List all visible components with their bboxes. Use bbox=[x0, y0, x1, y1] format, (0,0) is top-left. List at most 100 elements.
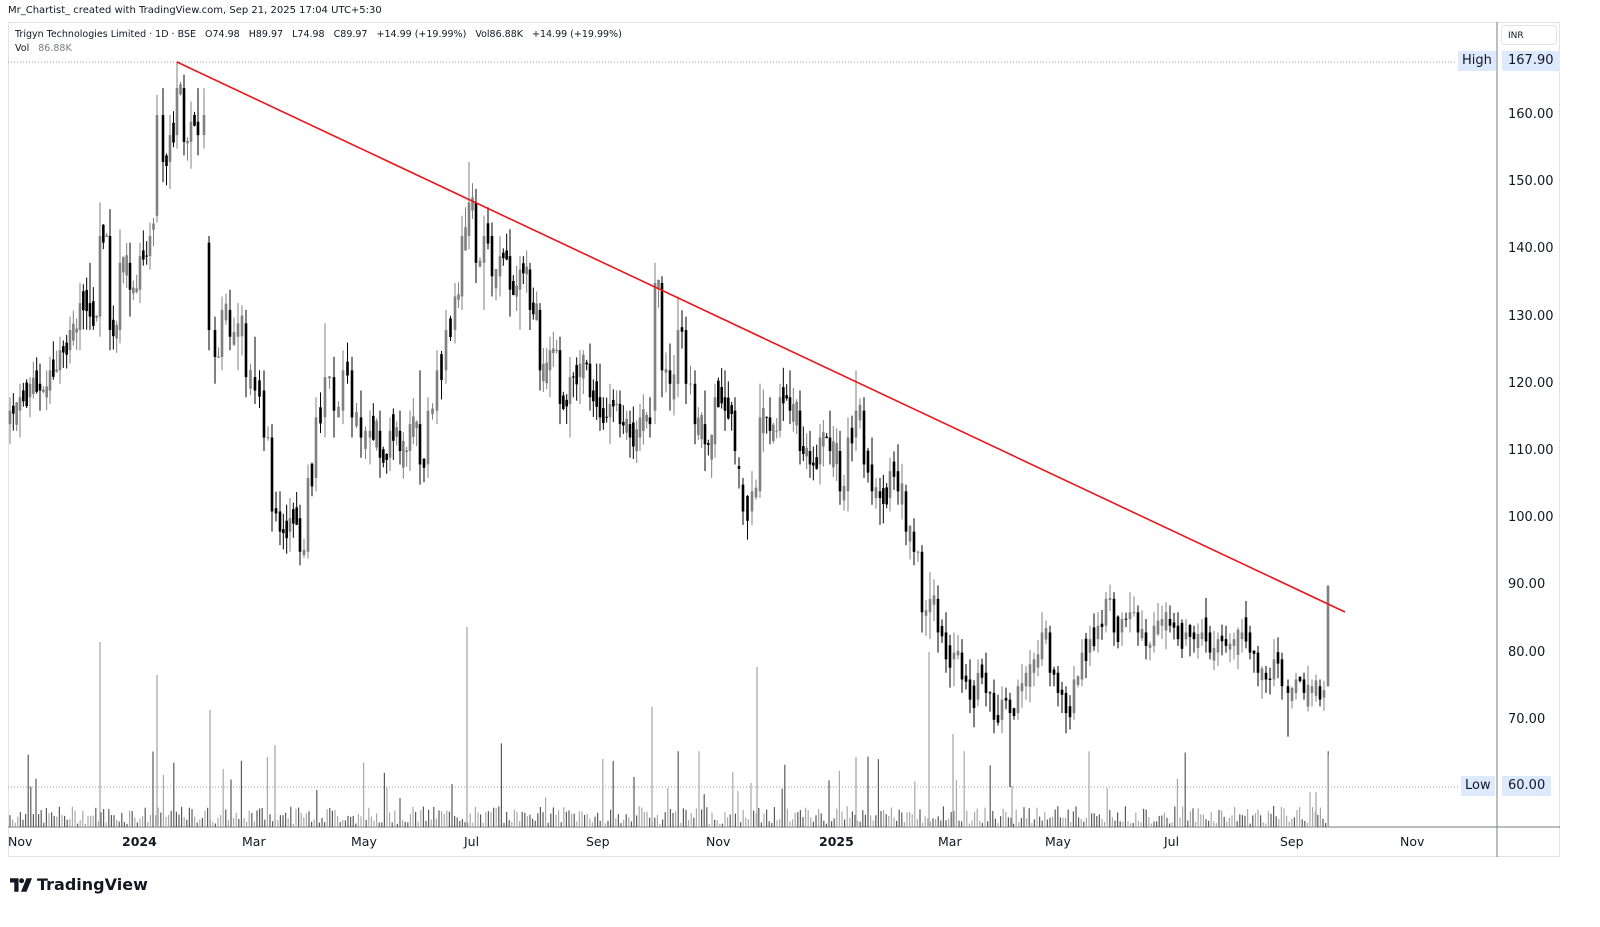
candle-body bbox=[478, 260, 482, 267]
candle-body bbox=[657, 279, 660, 289]
candle-body bbox=[765, 416, 768, 418]
high-value-tag: 167.90 bbox=[1502, 51, 1560, 71]
candle-body bbox=[58, 350, 62, 371]
candle-body bbox=[1264, 672, 1268, 680]
candle-body bbox=[1156, 620, 1160, 635]
candle-body bbox=[168, 135, 172, 163]
candle-body bbox=[1204, 617, 1208, 642]
candle-body bbox=[585, 362, 588, 365]
candle-body bbox=[772, 424, 775, 441]
candle-body bbox=[758, 417, 762, 492]
candle-body bbox=[1000, 699, 1004, 720]
candle-body bbox=[382, 449, 385, 463]
candle-body bbox=[515, 285, 518, 297]
candle-body bbox=[1212, 647, 1216, 661]
candle-body bbox=[542, 363, 545, 382]
candle-body bbox=[228, 309, 232, 337]
candle-body bbox=[1096, 625, 1100, 640]
candle-body bbox=[730, 405, 733, 415]
candle-body bbox=[32, 377, 35, 394]
candle-body bbox=[1176, 625, 1180, 640]
legend-symbol[interactable]: Trigyn Technologies Limited · 1D · BSE bbox=[15, 29, 196, 40]
candle-body bbox=[1032, 659, 1036, 673]
candle-body bbox=[1306, 684, 1310, 707]
candle-body bbox=[638, 417, 642, 438]
tradingview-logo[interactable]: TradingView bbox=[10, 875, 148, 894]
candle-body bbox=[207, 242, 211, 331]
candle-body bbox=[38, 383, 42, 391]
chart-credit: Mr_Chartist_ created with TradingView.co… bbox=[8, 5, 382, 16]
candle-body bbox=[490, 235, 494, 277]
candle-body bbox=[900, 483, 904, 505]
candle-body bbox=[1088, 639, 1092, 653]
candle-body bbox=[768, 417, 772, 431]
candle-body bbox=[85, 289, 88, 312]
candle-body bbox=[457, 294, 460, 300]
candle-body bbox=[956, 650, 960, 656]
low-value-tag: 60.00 bbox=[1502, 776, 1552, 796]
candle-body bbox=[625, 418, 628, 433]
legend-row-volume: Vol 86.88K bbox=[15, 42, 628, 56]
candle-body bbox=[193, 114, 196, 126]
candle-body bbox=[522, 263, 525, 274]
candle-body bbox=[1084, 638, 1088, 661]
legend-volume: Vol86.88K bbox=[475, 29, 523, 40]
candle-body bbox=[1072, 679, 1076, 714]
currency-label[interactable]: INR bbox=[1501, 25, 1557, 45]
candle-body bbox=[924, 610, 928, 616]
volume-indicator-label[interactable]: Vol bbox=[15, 43, 30, 54]
candle-body bbox=[42, 389, 45, 392]
candle-body bbox=[846, 437, 850, 492]
candle-body bbox=[1280, 659, 1284, 687]
candle-body bbox=[512, 280, 515, 295]
candle-body bbox=[1276, 652, 1280, 664]
candle-body bbox=[385, 453, 388, 460]
candle-body bbox=[703, 424, 707, 445]
candle-body bbox=[1248, 632, 1252, 653]
candle-body bbox=[8, 410, 12, 425]
candle-body bbox=[1048, 632, 1052, 673]
legend-row-main: Trigyn Technologies Limited · 1D · BSE O… bbox=[15, 28, 628, 42]
candle-body bbox=[319, 407, 322, 424]
candle-body bbox=[940, 626, 944, 637]
candle-body bbox=[538, 309, 542, 371]
candle-body bbox=[1192, 632, 1196, 640]
candle-body bbox=[592, 390, 595, 402]
candle-body bbox=[778, 397, 782, 431]
candle-body bbox=[314, 417, 318, 478]
time-tick: Nov bbox=[8, 834, 33, 849]
legend-high: H89.97 bbox=[248, 29, 284, 40]
candle-body bbox=[762, 407, 765, 434]
candle-body bbox=[75, 328, 78, 333]
candle-body bbox=[528, 269, 532, 310]
candle-body bbox=[595, 381, 598, 407]
candle-body bbox=[1140, 628, 1144, 639]
candle-body bbox=[798, 410, 802, 451]
price-tick: 70.00 bbox=[1508, 711, 1546, 727]
candle-body bbox=[1160, 619, 1164, 626]
candle-body bbox=[12, 405, 15, 414]
candle-body bbox=[1012, 708, 1016, 717]
candle-body bbox=[285, 520, 288, 539]
time-tick: Sep bbox=[586, 834, 610, 849]
price-tick: 160.00 bbox=[1508, 107, 1554, 122]
candle-body bbox=[18, 397, 22, 411]
candle-body bbox=[628, 424, 632, 438]
candle-body bbox=[812, 462, 815, 466]
candle-body bbox=[992, 692, 996, 720]
candle-body bbox=[648, 417, 652, 425]
candle-body bbox=[635, 429, 638, 452]
candle-body bbox=[35, 370, 38, 392]
candle-body bbox=[645, 414, 648, 422]
time-tick: Nov bbox=[1400, 834, 1425, 849]
candle-body bbox=[870, 464, 874, 492]
candle-body bbox=[578, 363, 582, 378]
candle-body bbox=[175, 88, 179, 136]
candle-body bbox=[700, 415, 703, 440]
price-tick: 130.00 bbox=[1508, 308, 1554, 324]
candle-body bbox=[337, 406, 340, 418]
candle-body bbox=[615, 403, 618, 405]
candle-body bbox=[392, 414, 395, 441]
candle-body bbox=[359, 417, 363, 438]
